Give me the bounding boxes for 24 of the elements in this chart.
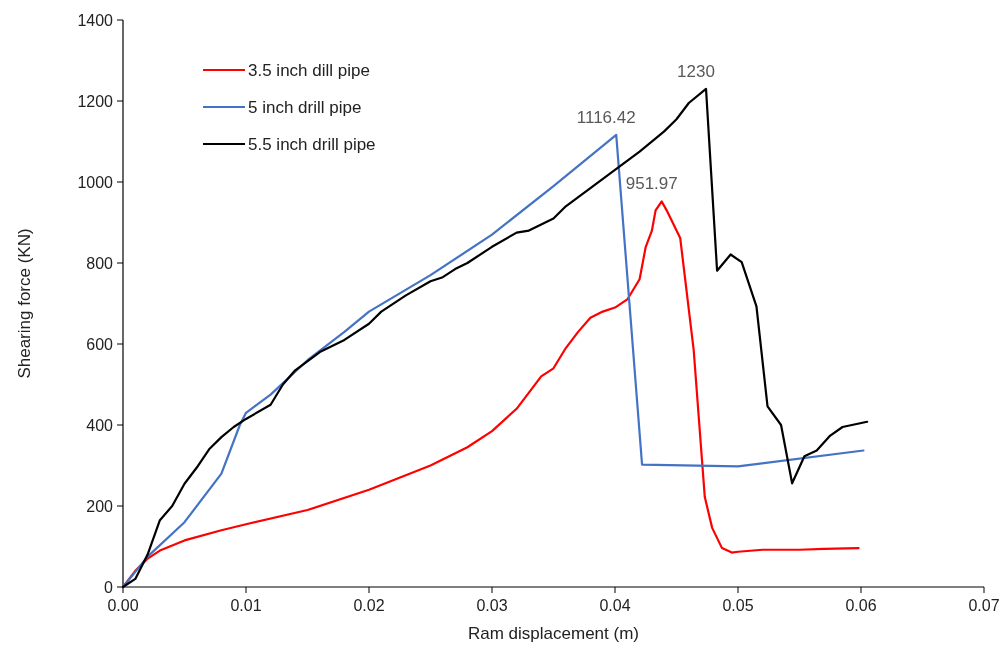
y-tick-label: 1200 (77, 93, 114, 110)
y-tick-label: 600 (86, 336, 114, 353)
y-axis-title: Shearing force (KN) (15, 228, 34, 379)
x-tick-label: 0.05 (722, 597, 754, 614)
y-tick-label: 800 (86, 255, 114, 272)
y-tick-label: 200 (86, 498, 114, 515)
x-tick-label: 0.02 (353, 597, 385, 614)
annotation: 951.97 (625, 174, 678, 194)
annotation: 1230 (677, 61, 715, 81)
y-tick-label: 1400 (77, 12, 114, 29)
y-tick-label: 400 (86, 417, 114, 434)
legend-label: 5 inch drill pipe (248, 98, 362, 117)
x-tick-label: 0.06 (845, 597, 877, 614)
x-tick-label: 0.07 (968, 597, 1000, 614)
x-tick-label: 0.04 (599, 597, 631, 614)
legend-label: 3.5 inch dill pipe (248, 61, 370, 80)
x-tick-label: 0.01 (230, 597, 262, 614)
x-tick-label: 0.03 (476, 597, 508, 614)
x-axis-title: Ram displacement (m) (468, 624, 639, 643)
y-tick-label: 0 (104, 579, 114, 596)
x-tick-label: 0.00 (107, 597, 139, 614)
y-tick-label: 1000 (77, 174, 114, 191)
annotation: 1116.42 (576, 107, 636, 127)
legend-label: 5.5 inch drill pipe (248, 135, 376, 154)
